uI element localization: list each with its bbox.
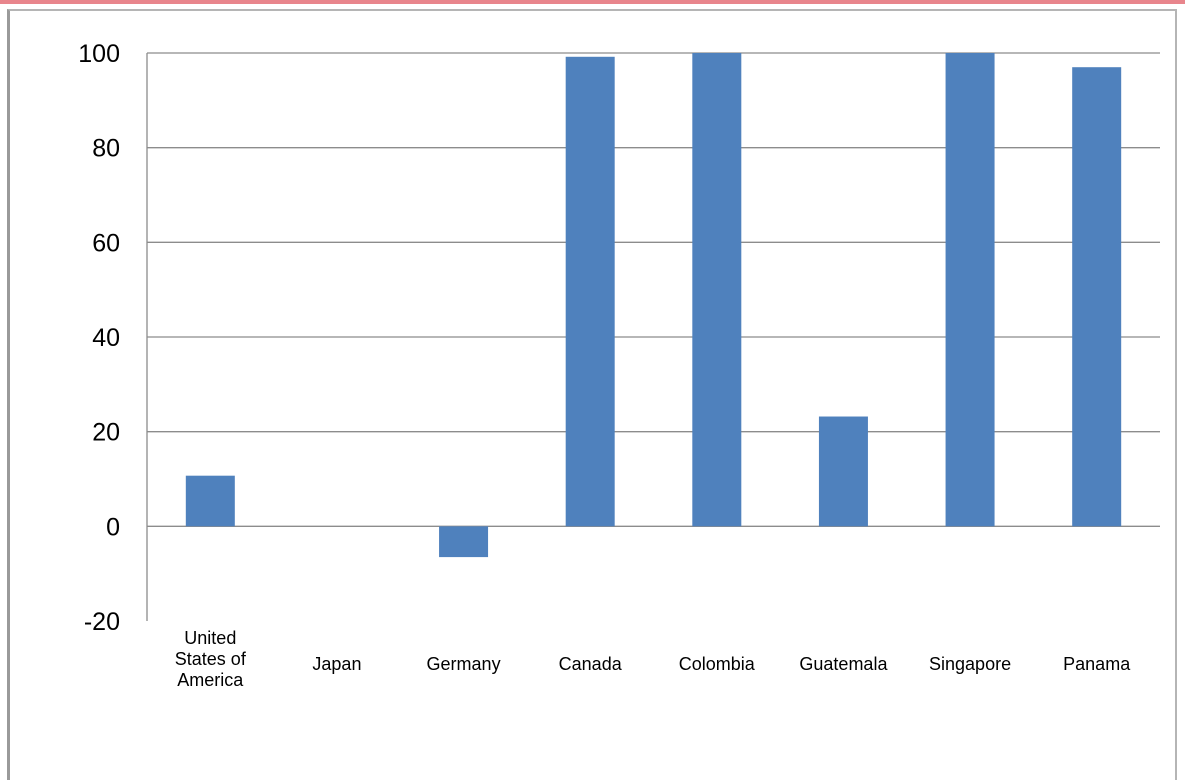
- bar: [692, 53, 742, 527]
- y-tick-label: 80: [92, 135, 120, 163]
- y-axis: -20 0 20 40 60 80 100: [78, 40, 148, 636]
- bar: [1072, 67, 1122, 527]
- chart-frame: [7, 9, 1177, 780]
- x-tick-label: Japan: [312, 654, 361, 674]
- x-axis-labels: United States of America Japan Germany Canada…: [175, 628, 1131, 690]
- bar: [565, 56, 615, 527]
- x-tick-label: United States of America: [175, 628, 247, 690]
- y-tick-label: -20: [84, 608, 120, 636]
- x-tick-label: Panama: [1063, 654, 1131, 674]
- bar: [439, 526, 489, 558]
- y-tick-label: 20: [92, 419, 120, 447]
- gridlines: [147, 52, 1160, 527]
- x-tick-label: Germany: [427, 654, 501, 674]
- bars: [185, 53, 1122, 558]
- bar: [818, 416, 868, 527]
- x-tick-label: Guatemala: [799, 654, 888, 674]
- y-tick-label: 100: [78, 40, 120, 68]
- x-tick-label: Colombia: [679, 654, 756, 674]
- y-tick-label: 40: [92, 324, 120, 352]
- top-accent-strip: [0, 0, 1185, 4]
- y-tick-label: 60: [92, 229, 120, 257]
- bar: [185, 475, 235, 527]
- x-tick-label: Canada: [559, 654, 623, 674]
- y-tick-label: 0: [106, 513, 120, 541]
- x-tick-label: Singapore: [929, 654, 1011, 674]
- bar: [945, 53, 995, 527]
